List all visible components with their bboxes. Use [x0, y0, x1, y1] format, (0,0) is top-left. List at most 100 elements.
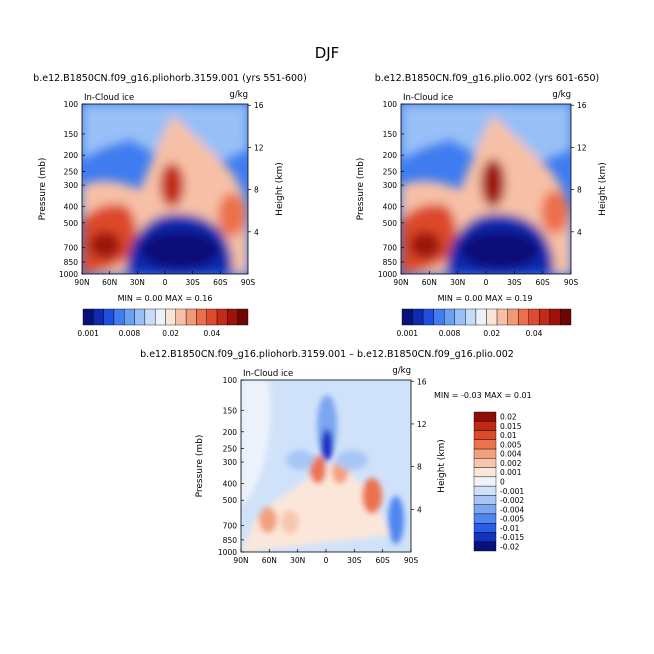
- panel-a-colorbar-swatch: [216, 308, 228, 326]
- panel-b-x-tick-label: 90S: [564, 278, 579, 287]
- panel-diff-x-tick-label: 60N: [262, 556, 277, 565]
- panel-diff-colorbar-label: 0.002: [500, 459, 522, 468]
- panel-b-y-tick-label: 100: [383, 100, 398, 109]
- panel-a-cold-core: [140, 230, 220, 270]
- panel-diff-y-tick-label: 200: [223, 428, 238, 437]
- panel-a-colorbar-label: 0.04: [204, 329, 221, 338]
- panel-diff-colorbar-swatch: [473, 513, 497, 524]
- panel-a-colorbar-swatch: [134, 308, 146, 326]
- panel-b-colorbar-label: 0.04: [526, 329, 543, 338]
- panel-a-nh-max: [89, 231, 121, 259]
- panel-b-x-tick-label: 60N: [422, 278, 437, 287]
- panel-b-nh-max: [409, 231, 441, 259]
- panel-a-x-tick-label: 60N: [102, 278, 117, 287]
- panel-diff-y-label: Pressure (mb): [195, 435, 205, 498]
- panel-a-stats: MIN = 0.00 MAX = 0.16: [118, 294, 213, 303]
- panel-b-units: g/kg: [552, 90, 571, 100]
- panel-a-y2-tick-label: 4: [254, 228, 259, 237]
- panel-diff-units: g/kg: [392, 366, 411, 376]
- panel-b-colorbar-swatch: [517, 308, 529, 326]
- panel-a-x-tick-label: 0: [163, 278, 168, 287]
- panel-a-y-tick-label: 500: [64, 219, 79, 228]
- panel-a-colorbar-swatch: [206, 308, 218, 326]
- panel-diff-colorbar-label: 0.02: [500, 413, 517, 422]
- panel-diff-colorbar-label: 0.015: [500, 422, 522, 431]
- panel-a-y-tick-label: 400: [64, 202, 79, 211]
- panel-a-y2-tick-label: 12: [254, 143, 264, 152]
- panel-diff-field: [241, 380, 404, 552]
- panel-diff-title: b.e12.B1850CN.f09_g16.pliohorb.3159.001 …: [140, 349, 514, 360]
- panel-diff-y-tick-label: 150: [223, 406, 238, 415]
- panel-a-x-tick-label: 90S: [241, 278, 256, 287]
- panel-b-y-label: Pressure (mb): [356, 158, 366, 221]
- panel-diff-x-tick-label: 0: [324, 556, 329, 565]
- panel-b-colorbar-swatch: [412, 308, 424, 326]
- panel-a-colorbar-label: 0.008: [119, 329, 141, 338]
- panel-b-y-tick-label: 700: [383, 244, 398, 253]
- panel-b-colorbar-swatch: [401, 308, 413, 326]
- panel-diff-colorbar-label: 0.001: [500, 468, 522, 477]
- panel-diff-y2-label: Height (km): [437, 439, 447, 493]
- panel-a-y-tick-label: 150: [64, 130, 79, 139]
- panel-diff-y-tick-label: 1000: [218, 548, 237, 557]
- panel-a-colorbar-swatch: [103, 308, 115, 326]
- panel-diff-x-tick-label: 30S: [347, 556, 362, 565]
- panel-b-tropical-max: [481, 159, 505, 207]
- panel-a: b.e12.B1850CN.f09_g16.pliohorb.3159.001 …: [33, 73, 307, 303]
- panel-diff-colorbar-swatch: [473, 532, 497, 542]
- panel-diff-colorbar-label: 0: [500, 478, 505, 487]
- panel-diff-y2-tick-label: 12: [417, 420, 427, 429]
- panel-b-colorbar-swatch: [475, 308, 487, 326]
- panel-diff-colorbar-swatch: [473, 421, 497, 431]
- panel-b-x-tick-label: 30N: [450, 278, 465, 287]
- panel-diff-y2-tick-label: 16: [417, 377, 427, 386]
- panel-b: b.e12.B1850CN.f09_g16.plio.002 (yrs 601-…: [356, 73, 608, 303]
- panel-diff-x-tick-label: 90S: [404, 556, 419, 565]
- panel-b-y2-tick-label: 8: [577, 186, 582, 195]
- panel-b-colorbar-swatch: [528, 308, 540, 326]
- panel-a-colorbar-swatch: [175, 308, 187, 326]
- panel-a-y2-tick-label: 8: [254, 186, 259, 195]
- panel-a-colorbar-swatch: [237, 308, 249, 326]
- panel-diff: b.e12.B1850CN.f09_g16.pliohorb.3159.001 …: [140, 349, 532, 553]
- panel-a-x-tick-label: 60S: [213, 278, 228, 287]
- panel-b-y2-tick-label: 12: [577, 143, 587, 152]
- panel-b-y2-label: Height (km): [598, 162, 608, 216]
- panel-a-x-tick-label: 30N: [130, 278, 145, 287]
- panel-diff-y-tick-label: 500: [223, 496, 238, 505]
- panel-b-y-tick-label: 250: [383, 168, 398, 177]
- panel-a-colorbar-swatch: [165, 308, 177, 326]
- panel-diff-colorbar-swatch: [473, 448, 497, 459]
- panel-b-y2-tick-label: 4: [577, 228, 582, 237]
- panel-b-x-tick-label: 30S: [507, 278, 522, 287]
- panel-b-colorbar-swatch: [486, 308, 498, 326]
- panel-b-cold-core: [460, 230, 540, 270]
- panel-diff-neutral-nh: [241, 380, 271, 505]
- panel-a-colorbar-label: 0.001: [77, 329, 99, 338]
- panel-a-units: g/kg: [229, 90, 248, 100]
- panel-a-y-tick-label: 1000: [59, 270, 78, 279]
- panel-diff-colorbar-label: 0.005: [500, 440, 522, 449]
- panel-diff-colorbar-swatch: [473, 458, 497, 468]
- panel-diff-nh-warm-1: [259, 507, 277, 533]
- panel-b-y-tick-label: 150: [383, 130, 398, 139]
- panel-diff-y-tick-label: 850: [223, 536, 238, 545]
- panel-diff-colorbar-label: 0.004: [500, 450, 522, 459]
- panel-b-colorbar-swatch: [444, 308, 456, 326]
- panel-diff-colorbar-swatch: [473, 439, 497, 450]
- panel-a-sh-warm: [218, 193, 246, 237]
- panel-b-title: b.e12.B1850CN.f09_g16.plio.002 (yrs 601-…: [375, 73, 600, 84]
- panel-a-colorbar-swatch: [185, 308, 197, 326]
- panel-b-y-tick-label: 500: [383, 219, 398, 228]
- panel-a-y-tick-label: 200: [64, 151, 79, 160]
- panel-diff-colorbar-label: -0.02: [500, 542, 520, 551]
- panel-b-field: [401, 104, 571, 274]
- panel-b-colorbar-swatch: [433, 308, 445, 326]
- panel-diff-stats: MIN = -0.03 MAX = 0.01: [434, 391, 532, 400]
- panel-a-colorbar-swatch: [82, 308, 94, 326]
- panel-diff-colorbar-label: -0.015: [500, 533, 524, 542]
- panel-a-y2-label: Height (km): [275, 162, 285, 216]
- panel-a-y-tick-label: 250: [64, 168, 79, 177]
- panel-a-y-label: Pressure (mb): [38, 158, 48, 221]
